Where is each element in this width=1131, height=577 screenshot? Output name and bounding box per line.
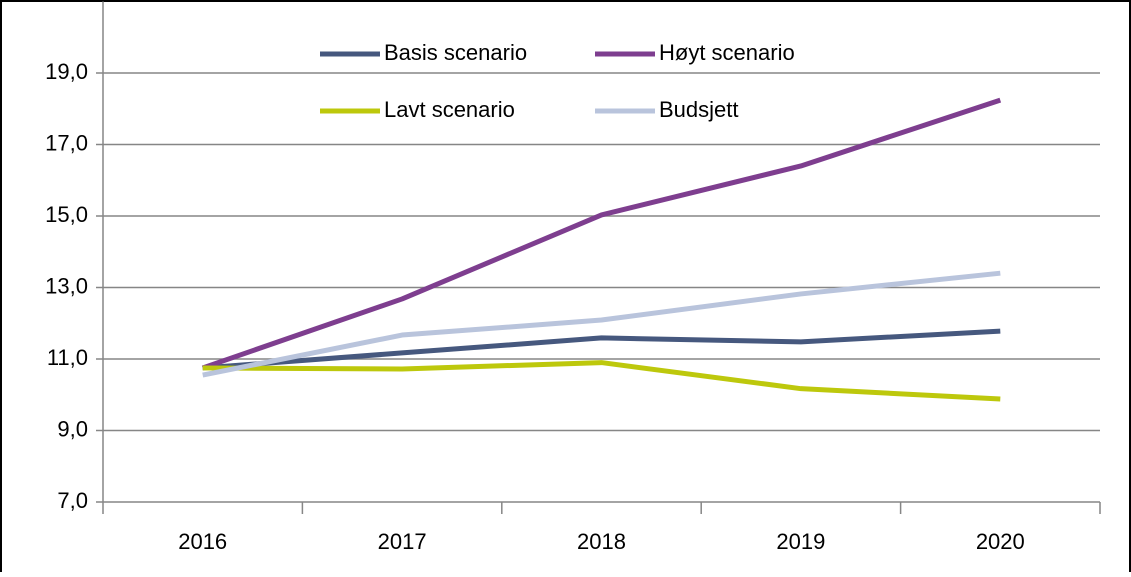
x-tick-label: 2019 bbox=[776, 529, 825, 554]
y-tick-label: 11,0 bbox=[47, 345, 88, 370]
x-tick-label: 2017 bbox=[378, 529, 427, 554]
y-tick-label: 17,0 bbox=[45, 130, 88, 155]
y-tick-label: 15,0 bbox=[45, 202, 88, 227]
y-tick-label: 19,0 bbox=[45, 59, 88, 84]
y-tick-label: 9,0 bbox=[57, 416, 88, 441]
y-tick-label: 13,0 bbox=[45, 273, 88, 298]
legend-label: Lavt scenario bbox=[384, 97, 515, 122]
legend-label: Høyt scenario bbox=[659, 40, 795, 65]
series-line bbox=[202, 328, 1001, 371]
series-line bbox=[202, 360, 1001, 402]
y-tick-label: 7,0 bbox=[57, 488, 88, 513]
x-tick-label: 2020 bbox=[976, 529, 1025, 554]
legend-label: Basis scenario bbox=[384, 40, 527, 65]
x-tick-label: 2016 bbox=[178, 529, 227, 554]
legend-label: Budsjett bbox=[659, 97, 739, 122]
series-line bbox=[201, 97, 1002, 371]
series-line bbox=[202, 270, 1001, 378]
x-tick-label: 2018 bbox=[577, 529, 626, 554]
